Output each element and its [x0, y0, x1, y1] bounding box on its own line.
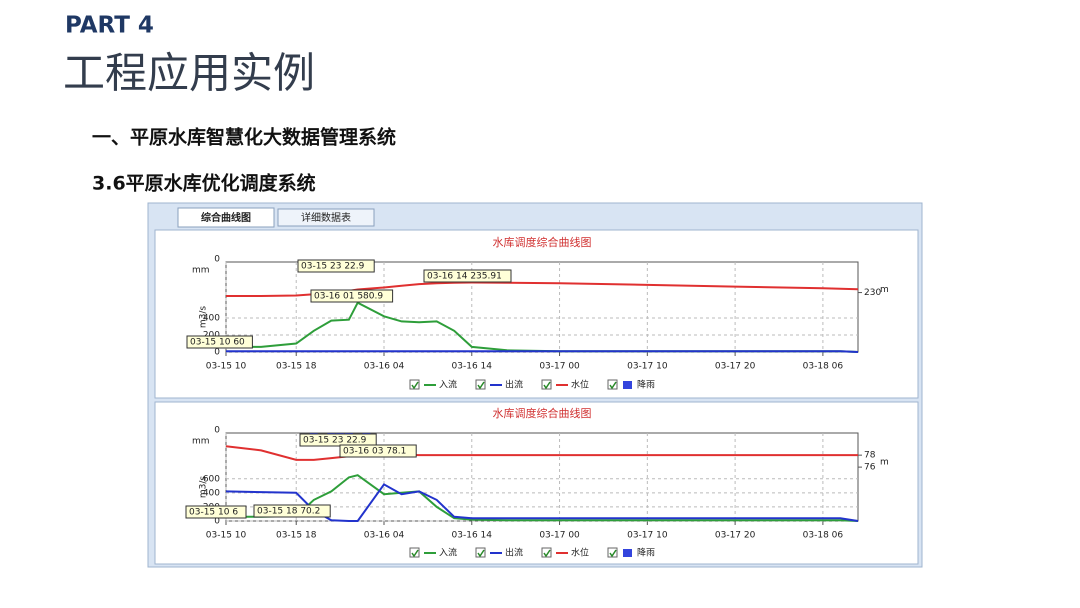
- tab-label[interactable]: 综合曲线图: [201, 211, 251, 224]
- legend-checkbox: [475, 547, 486, 558]
- series-line: [225, 445, 858, 461]
- legend-swatch: [623, 381, 632, 389]
- y2-tick-label: 78: [864, 451, 876, 461]
- series-line: [226, 350, 859, 353]
- x-tick-label: 03-17 10: [627, 531, 668, 541]
- annotation-box: [299, 433, 377, 447]
- annotation-box: [185, 505, 247, 519]
- y2-tick-label: 76: [864, 463, 876, 473]
- x-tick-label: 03-15 18: [276, 531, 317, 541]
- x-tick-label: 03-16 14: [452, 531, 493, 541]
- x-tick-label: 03-18 06: [803, 531, 844, 541]
- x-tick-label: 03-16 04: [364, 531, 405, 541]
- annotation-box: [297, 259, 375, 273]
- x-tick-label: 03-16 04: [364, 362, 405, 372]
- legend-checkbox: [607, 379, 618, 390]
- heading: 一、平原水库智慧化大数据管理系统: [92, 126, 396, 149]
- legend-check: [477, 549, 485, 558]
- rain-axis-label: mm: [192, 437, 210, 447]
- rain-tick-label: 0: [214, 426, 220, 436]
- annotation-box: [253, 504, 331, 518]
- legend-checkbox: [541, 379, 552, 390]
- y2-axis-label: m: [880, 285, 889, 295]
- legend-check: [609, 549, 617, 558]
- legend-check: [411, 381, 419, 390]
- annotation-box: [186, 335, 253, 349]
- y2-axis-label: m: [880, 458, 889, 468]
- legend-check: [543, 549, 551, 558]
- chart-title: 水库调度综合曲线图: [493, 406, 592, 420]
- annotation: 03-15 18 70.2: [257, 507, 320, 517]
- x-tick-label: 03-15 18: [276, 362, 317, 372]
- legend-checkbox: [409, 379, 420, 390]
- x-tick-label: 03-15 10: [206, 531, 247, 541]
- legend-checkbox: [475, 379, 486, 390]
- legend-label: 出流: [505, 547, 523, 559]
- annotation: 03-16 14 235.91: [427, 272, 502, 282]
- y-tick-label: 0: [214, 517, 220, 527]
- x-tick-label: 03-17 00: [539, 531, 580, 541]
- annotation: 03-15 10 60: [190, 338, 245, 348]
- plot-area: [225, 261, 859, 353]
- x-tick-label: 03-17 10: [627, 362, 668, 372]
- series-line: [226, 474, 859, 522]
- tab-label[interactable]: 详细数据表: [301, 211, 351, 224]
- x-tick-label: 03-16 14: [452, 362, 493, 372]
- legend-label: 水位: [571, 379, 589, 391]
- y-tick-label: 600: [203, 474, 220, 484]
- annotation: 03-16 01 580.9: [314, 292, 383, 302]
- x-tick-label: 03-18 06: [803, 362, 844, 372]
- tab[interactable]: [277, 208, 375, 227]
- x-tick-label: 03-17 20: [715, 362, 756, 372]
- legend-label: 水位: [571, 547, 589, 559]
- annotation-box: [423, 269, 512, 283]
- legend-check: [543, 381, 551, 390]
- annotation-box: [310, 289, 394, 303]
- annotation: 03-15 23 22.9: [303, 436, 367, 446]
- legend-checkbox: [607, 547, 618, 558]
- annotation: 03-16 03 78.1: [343, 447, 406, 457]
- y-axis-label: m3/s: [199, 476, 209, 499]
- legend-checkbox: [409, 547, 420, 558]
- legend-label: 降雨: [637, 379, 655, 391]
- legend-label: 出流: [505, 379, 523, 391]
- legend-label: 入流: [439, 547, 457, 559]
- chart-title: 水库调度综合曲线图: [493, 235, 592, 249]
- legend-label: 降雨: [637, 547, 655, 559]
- rain-tick-label: 0: [214, 255, 220, 265]
- rain-axis-label: mm: [192, 266, 210, 276]
- legend-label: 入流: [439, 379, 457, 391]
- legend-check: [411, 549, 419, 558]
- y-axis-label: m3/s: [199, 306, 209, 329]
- legend-checkbox: [541, 547, 552, 558]
- y-tick-label: 400: [203, 488, 220, 498]
- y-tick-label: 400: [203, 314, 220, 324]
- x-tick-label: 03-17 20: [715, 531, 756, 541]
- x-tick-label: 03-15 10: [206, 362, 247, 372]
- part-label: PART 4: [65, 13, 154, 39]
- annotation: 03-15 23 22.9: [301, 262, 365, 272]
- subheading: 3.6平原水库优化调度系统: [92, 172, 316, 195]
- annotation-box: [339, 444, 417, 458]
- legend-swatch: [623, 549, 632, 557]
- x-tick-label: 03-17 00: [539, 362, 580, 372]
- legend-check: [477, 381, 485, 390]
- y-tick-label: 0: [214, 348, 220, 358]
- annotation: 03-15 10 6: [189, 508, 238, 518]
- tab[interactable]: [177, 207, 275, 228]
- legend-check: [609, 381, 617, 390]
- y2-tick-label: 230: [864, 288, 881, 298]
- slide-title: 工程应用实例: [63, 49, 315, 98]
